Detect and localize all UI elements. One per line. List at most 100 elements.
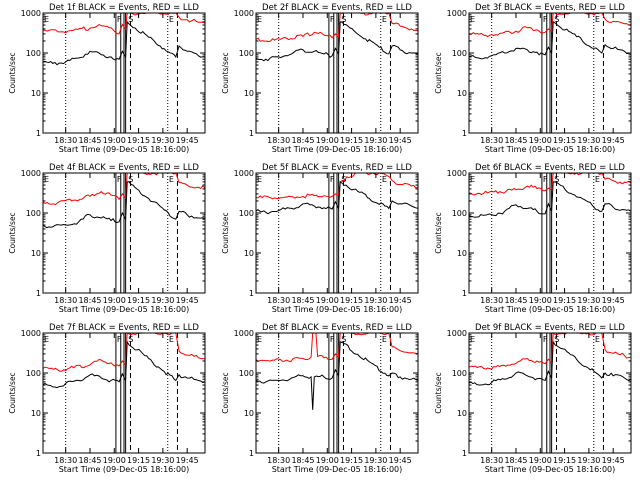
y-tick-label: 1000 [234, 329, 254, 338]
x-tick-label: 19:00 [529, 136, 552, 145]
y-axis-label: Counts/sec [221, 372, 230, 413]
x-tick-label: 18:30 [480, 456, 503, 465]
y-tick-label: 1000 [21, 329, 41, 338]
x-tick-label: 19:15 [127, 136, 150, 145]
end-flag: E [595, 15, 600, 24]
shutter-flag: S [341, 175, 346, 184]
end-flag: E [470, 15, 475, 24]
series-lld-line [255, 172, 419, 200]
y-tick-label: 10 [457, 409, 467, 418]
shutter-flag: S [128, 335, 133, 344]
panel-det-3: Det 3f BLACK = Events, RED = LLD 1 10 100 10… [434, 3, 632, 154]
y-axis-label: Counts/sec [434, 372, 443, 413]
series-events-line [468, 340, 632, 386]
x-tick-label: 19:15 [127, 456, 150, 465]
series-events-line [255, 181, 419, 215]
x-tick-label: 19:30 [577, 456, 600, 465]
x-tick-label: 19:45 [176, 296, 199, 305]
shutter-flag: S [341, 15, 346, 24]
y-tick-label: 100 [452, 369, 467, 378]
end-flag: E [257, 335, 262, 344]
attenuator-flag: F [543, 335, 548, 344]
y-tick-label: 10 [31, 249, 41, 258]
panel-title: Det 2f BLACK = Events, RED = LLD [262, 3, 412, 13]
x-tick-label: 19:00 [316, 136, 339, 145]
end-flag: E [169, 175, 174, 184]
plot-frame [42, 12, 206, 134]
panel-title: Det 6f BLACK = Events, RED = LLD [475, 163, 625, 173]
panel-det-7: Det 7f BLACK = Events, RED = LLD 1 10 100 10… [8, 323, 206, 474]
y-tick-label: 1 [462, 449, 467, 458]
x-tick-label: 19:15 [553, 456, 576, 465]
end-flag: E [169, 15, 174, 24]
end-flag: E [595, 335, 600, 344]
x-tick-label: 19:45 [389, 136, 412, 145]
x-tick-label: 19:15 [340, 456, 363, 465]
series-events-line [468, 21, 632, 60]
end-flag: E [595, 175, 600, 184]
plot-frame [255, 332, 419, 454]
y-tick-label: 100 [26, 369, 41, 378]
y-tick-label: 1 [462, 289, 467, 298]
x-tick-label: 19:45 [602, 456, 625, 465]
shutter-flag: S [554, 175, 559, 184]
attenuator-flag: F [543, 175, 548, 184]
y-tick-label: 1 [249, 449, 254, 458]
end-flag: E [382, 175, 387, 184]
y-tick-label: 1 [249, 289, 254, 298]
x-axis-label: Start Time (09-Dec-05 18:16:00) [59, 465, 190, 474]
y-axis-label: Counts/sec [434, 52, 443, 93]
x-tick-label: 19:00 [316, 296, 339, 305]
x-tick-label: 18:45 [291, 456, 314, 465]
end-flag: E [470, 335, 475, 344]
x-tick-label: 18:30 [267, 136, 290, 145]
x-tick-label: 19:45 [176, 456, 199, 465]
panel-title: Det 3f BLACK = Events, RED = LLD [475, 3, 625, 13]
x-axis-label: Start Time (09-Dec-05 18:16:00) [485, 305, 616, 314]
x-tick-label: 18:45 [78, 136, 101, 145]
attenuator-flag: F [117, 175, 122, 184]
x-tick-label: 19:45 [602, 296, 625, 305]
x-tick-label: 19:15 [340, 136, 363, 145]
y-tick-label: 10 [31, 89, 41, 98]
x-axis-label: Start Time (09-Dec-05 18:16:00) [272, 305, 403, 314]
y-tick-label: 10 [244, 89, 254, 98]
y-tick-label: 10 [244, 249, 254, 258]
x-axis-label: Start Time (09-Dec-05 18:16:00) [272, 465, 403, 474]
x-tick-label: 18:45 [291, 136, 314, 145]
x-tick-label: 19:30 [364, 456, 387, 465]
x-tick-label: 19:00 [529, 456, 552, 465]
y-axis-label: Counts/sec [221, 212, 230, 253]
plot-frame [42, 332, 206, 454]
y-tick-label: 1000 [447, 9, 467, 18]
x-tick-label: 18:30 [480, 136, 503, 145]
y-tick-label: 1 [36, 129, 41, 138]
series-events-line [468, 181, 632, 218]
panel-det-1: Det 1f BLACK = Events, RED = LLD 1 10 100 10… [8, 3, 206, 154]
x-tick-label: 18:30 [54, 296, 77, 305]
x-tick-label: 18:30 [480, 296, 503, 305]
y-axis-label: Counts/sec [8, 372, 17, 413]
y-tick-label: 100 [239, 49, 254, 58]
x-tick-label: 19:30 [577, 136, 600, 145]
shutter-flag: S [128, 175, 133, 184]
y-tick-label: 100 [452, 49, 467, 58]
series-events-line [42, 181, 206, 229]
x-axis-label: Start Time (09-Dec-05 18:16:00) [59, 305, 190, 314]
panel-title: Det 5f BLACK = Events, RED = LLD [262, 163, 412, 173]
x-tick-label: 19:45 [389, 296, 412, 305]
attenuator-flag: F [117, 335, 122, 344]
y-tick-label: 1 [36, 449, 41, 458]
panel-det-8: Det 8f BLACK = Events, RED = LLD 1 10 100 10… [221, 323, 419, 474]
end-flag: E [257, 175, 262, 184]
end-flag: E [382, 335, 387, 344]
panel-det-9: Det 9f BLACK = Events, RED = LLD 1 10 100 10… [434, 323, 632, 474]
y-tick-label: 10 [31, 409, 41, 418]
x-tick-label: 19:00 [103, 456, 126, 465]
y-tick-label: 1 [462, 129, 467, 138]
panel-title: Det 9f BLACK = Events, RED = LLD [475, 323, 625, 333]
attenuator-flag: F [330, 15, 335, 24]
y-tick-label: 100 [239, 369, 254, 378]
end-flag: E [44, 335, 49, 344]
shutter-flag: S [554, 335, 559, 344]
